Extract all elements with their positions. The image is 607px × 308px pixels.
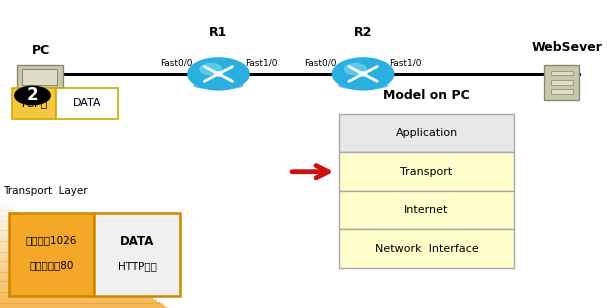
Text: Network  Interface: Network Interface	[375, 244, 478, 254]
Ellipse shape	[194, 82, 243, 89]
Circle shape	[333, 58, 394, 90]
Text: PC: PC	[32, 44, 50, 57]
Text: Internet: Internet	[404, 205, 449, 215]
Circle shape	[188, 58, 249, 90]
Text: Transport  Layer: Transport Layer	[3, 186, 87, 196]
Text: 源端口号1026: 源端口号1026	[26, 235, 77, 245]
FancyBboxPatch shape	[19, 88, 60, 93]
Circle shape	[200, 63, 222, 75]
Circle shape	[359, 72, 367, 76]
Text: DATA: DATA	[120, 235, 154, 248]
Text: R1: R1	[209, 26, 228, 38]
Text: Fast1/0: Fast1/0	[245, 58, 277, 67]
FancyBboxPatch shape	[551, 71, 573, 75]
FancyBboxPatch shape	[95, 213, 180, 296]
Ellipse shape	[339, 82, 388, 89]
Text: Fast1/0: Fast1/0	[389, 58, 422, 67]
FancyBboxPatch shape	[551, 89, 573, 94]
FancyBboxPatch shape	[339, 191, 514, 229]
Text: 2: 2	[27, 87, 38, 104]
Text: R2: R2	[354, 26, 372, 38]
Circle shape	[15, 86, 50, 105]
FancyBboxPatch shape	[551, 80, 573, 85]
FancyBboxPatch shape	[544, 65, 578, 100]
Circle shape	[215, 72, 222, 76]
FancyBboxPatch shape	[339, 152, 514, 191]
FancyBboxPatch shape	[339, 114, 514, 152]
Text: HTTP荷载: HTTP荷载	[118, 261, 157, 271]
Text: Fast0/0: Fast0/0	[304, 58, 337, 67]
Text: TCP头: TCP头	[20, 98, 47, 108]
FancyBboxPatch shape	[339, 229, 514, 268]
Circle shape	[345, 63, 366, 75]
FancyBboxPatch shape	[22, 69, 57, 85]
Text: Model on PC: Model on PC	[383, 89, 470, 102]
Text: Transport: Transport	[401, 167, 453, 177]
FancyBboxPatch shape	[16, 65, 63, 88]
Text: WebSever: WebSever	[531, 41, 602, 54]
Text: DATA: DATA	[73, 98, 101, 108]
Text: Application: Application	[395, 128, 458, 138]
FancyBboxPatch shape	[12, 88, 56, 119]
Text: Fast0/0: Fast0/0	[160, 58, 192, 67]
FancyBboxPatch shape	[9, 213, 95, 296]
Text: 目的端口号80: 目的端口号80	[30, 260, 74, 270]
FancyBboxPatch shape	[56, 88, 118, 119]
